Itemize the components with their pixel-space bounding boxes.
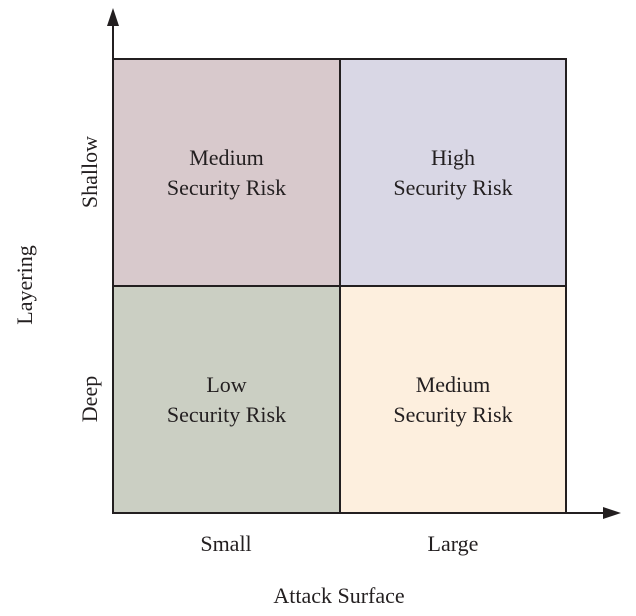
quadrant-label: Low Security Risk [167, 370, 286, 430]
x-tick-large: Large [427, 531, 479, 556]
x-tick-small: Small [200, 531, 252, 556]
risk-caption: Security Risk [166, 174, 287, 200]
y-tick-shallow: Shallow [77, 135, 102, 209]
quadrant-label: Medium Security Risk [393, 370, 512, 430]
risk-caption: Security Risk [166, 401, 287, 427]
quadrant-label: Medium Security Risk [167, 143, 286, 203]
quadrant-shallow-large: High Security Risk [339, 58, 567, 287]
quadrant-shallow-small: Medium Security Risk [112, 58, 341, 287]
risk-level: Medium [189, 144, 264, 170]
risk-level: Low [206, 371, 247, 397]
risk-level: High [430, 144, 475, 170]
quadrant-deep-small: Low Security Risk [112, 285, 341, 514]
quadrant-label: High Security Risk [393, 143, 512, 203]
y-axis-arrowhead [107, 8, 119, 26]
risk-level: Medium [415, 371, 491, 397]
x-axis-arrowhead [603, 507, 621, 519]
risk-caption: Security Risk [393, 401, 513, 427]
y-axis-title: Layering [12, 245, 37, 325]
risk-caption: Security Risk [393, 174, 513, 200]
quadrant-deep-large: Medium Security Risk [339, 285, 567, 514]
y-tick-deep: Deep [77, 375, 102, 423]
x-axis-title: Attack Surface [273, 583, 405, 608]
